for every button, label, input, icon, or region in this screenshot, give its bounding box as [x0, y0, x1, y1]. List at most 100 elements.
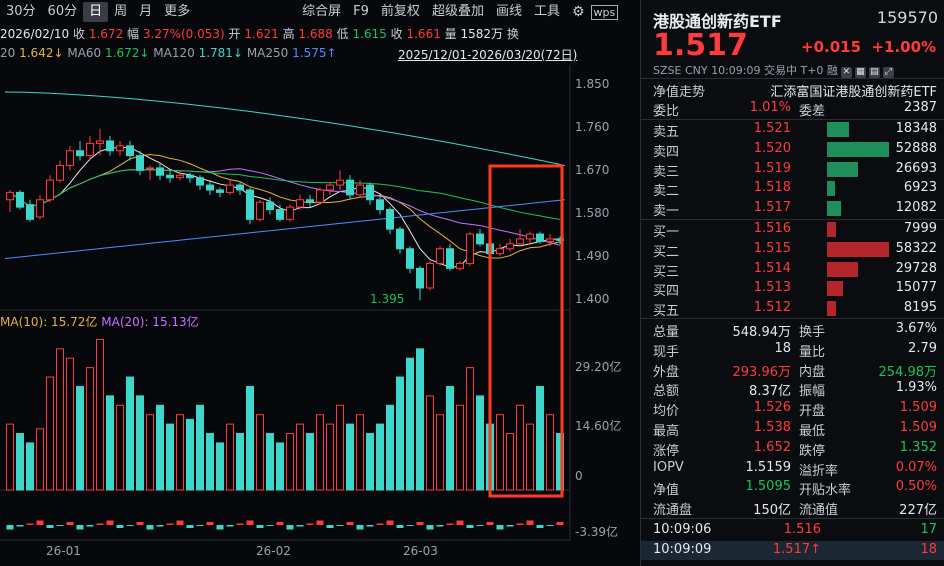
- tab-60min[interactable]: 60分: [47, 4, 78, 19]
- candle-body: [426, 262, 434, 289]
- candle-body: [236, 184, 244, 191]
- candle-body: [66, 150, 74, 166]
- stats-row: 总额 8.37亿 振幅 1.93%: [641, 379, 944, 399]
- toolbar: 30分 60分 日 周 月 更多 综合屏 F9 前复权 超级叠加 画线 工具 ⚙…: [0, 0, 637, 24]
- volume-bar: [246, 385, 254, 491]
- book-row[interactable]: 卖三 1.519 26693: [641, 160, 944, 180]
- x-icon[interactable]: ✕: [840, 67, 852, 78]
- flow-bar: [16, 525, 24, 527]
- flow-bar: [306, 523, 314, 525]
- flow-bar: [176, 520, 184, 525]
- tab-week[interactable]: 周: [114, 4, 128, 19]
- divider: [641, 518, 944, 519]
- flow-bar: [196, 525, 204, 526]
- stat-label: 最低: [799, 424, 826, 439]
- volume-bar: [296, 423, 304, 491]
- candle-body: [456, 262, 464, 269]
- period-range[interactable]: 2025/12/01-2026/03/20(72日): [398, 48, 578, 62]
- candle-body: [46, 179, 54, 201]
- flow-bar: [86, 525, 94, 527]
- gear-icon[interactable]: ⚙: [571, 4, 585, 20]
- wps-icon[interactable]: wps: [590, 4, 619, 20]
- book-row[interactable]: 卖二 1.518 6923: [641, 179, 944, 199]
- candle-body: [166, 174, 174, 179]
- price-tick: 1.400: [575, 292, 610, 306]
- candle-body: [366, 184, 374, 201]
- flow-bar: [106, 520, 114, 525]
- candle-body: [116, 145, 124, 152]
- grid-icon[interactable]: ▤: [868, 67, 880, 78]
- book-row[interactable]: 买五 1.512 8195: [641, 299, 944, 319]
- flow-bar: [166, 523, 174, 525]
- flow-bar: [476, 525, 484, 526]
- book-price: 1.513: [753, 280, 791, 296]
- btn-adjust[interactable]: 前复权: [380, 4, 420, 19]
- weibi-value: 1.01%: [749, 100, 791, 115]
- btn-tools[interactable]: 工具: [533, 4, 560, 19]
- book-row[interactable]: 买二 1.515 58322: [641, 240, 944, 260]
- tab-30min[interactable]: 30分: [6, 4, 36, 19]
- stat-label: IOPV: [653, 459, 684, 475]
- candle-body: [146, 167, 154, 170]
- btn-composite[interactable]: 综合屏: [302, 4, 342, 19]
- stats-row: 净值 1.5095 开贴水率 0.50%: [641, 478, 944, 498]
- flow-bar: [286, 525, 294, 530]
- tab-day[interactable]: 日: [83, 2, 109, 22]
- date-tick: 26-03: [403, 544, 438, 558]
- info-vol-label: 量: [444, 27, 457, 41]
- stat-value: 293.96万: [732, 364, 792, 380]
- vol-legend: MA(10): 15.72亿 MA(20): 15.13亿: [0, 313, 199, 330]
- book-row[interactable]: 买一 1.516 7999: [641, 220, 944, 240]
- stat-value: 1.509: [899, 420, 937, 435]
- ma60-line: [9, 169, 561, 220]
- chart-icon[interactable]: ▦: [854, 67, 866, 78]
- volume-bar: [446, 385, 454, 491]
- flow-bar: [326, 525, 334, 528]
- market-meta: SZSE CNY 10:09:09 交易中 T+0 融 ✕ ▦ ▤ ⤢: [653, 62, 894, 78]
- flow-bar: [386, 520, 394, 525]
- btn-overlay[interactable]: 超级叠加: [431, 4, 484, 19]
- flow-bar: [556, 522, 564, 525]
- nav-row[interactable]: 净值走势 汇添富国证港股通创新药ETF: [641, 80, 944, 100]
- book-row[interactable]: 买四 1.513 15077: [641, 279, 944, 299]
- candle-body: [186, 174, 194, 179]
- tab-month[interactable]: 月: [139, 4, 153, 19]
- stat-value: 1.93%: [895, 380, 937, 396]
- ma20-value: 1.642↓: [19, 46, 64, 60]
- book-bar: [827, 161, 858, 177]
- candle-body: [396, 228, 404, 250]
- book-row[interactable]: 卖五 1.521 18348: [641, 120, 944, 140]
- volume-bar: [416, 348, 424, 491]
- book-row[interactable]: 卖一 1.517 12082: [641, 199, 944, 219]
- stat-label: 量比: [799, 344, 826, 360]
- volume-bar: [226, 423, 234, 491]
- tick-price: 1.517↑: [772, 542, 821, 557]
- info-extra: 换: [506, 27, 519, 41]
- low-marker: 1.395: [370, 292, 405, 306]
- book-price: 1.519: [753, 160, 791, 176]
- tick-row: 10:09:06 1.516 17: [641, 521, 944, 540]
- candle-body: [6, 191, 14, 201]
- expand-icon[interactable]: ⤢: [882, 67, 894, 78]
- kline-chart[interactable]: [0, 0, 637, 566]
- flow-bar: [116, 525, 124, 528]
- volume-bar: [436, 414, 444, 491]
- volume-bar: [506, 433, 514, 491]
- date-tick: 26-01: [46, 544, 81, 558]
- tab-more[interactable]: 更多: [164, 4, 191, 19]
- book-row[interactable]: 买三 1.514 29728: [641, 260, 944, 280]
- btn-f9[interactable]: F9: [353, 4, 369, 19]
- btn-draw[interactable]: 画线: [495, 4, 522, 19]
- volume-bar: [516, 404, 524, 491]
- book-bar: [827, 222, 837, 237]
- candle-body: [526, 233, 534, 240]
- book-row[interactable]: 卖四 1.520 52888: [641, 140, 944, 160]
- volume-bar: [496, 414, 504, 491]
- info-high: 1.688: [298, 27, 333, 41]
- book-volume: 52888: [895, 140, 937, 156]
- volume-bar: [346, 423, 354, 491]
- book-volume: 18348: [895, 121, 937, 136]
- flow-bar: [296, 525, 304, 527]
- flow-bar: [496, 525, 504, 530]
- volume-bar: [376, 423, 384, 491]
